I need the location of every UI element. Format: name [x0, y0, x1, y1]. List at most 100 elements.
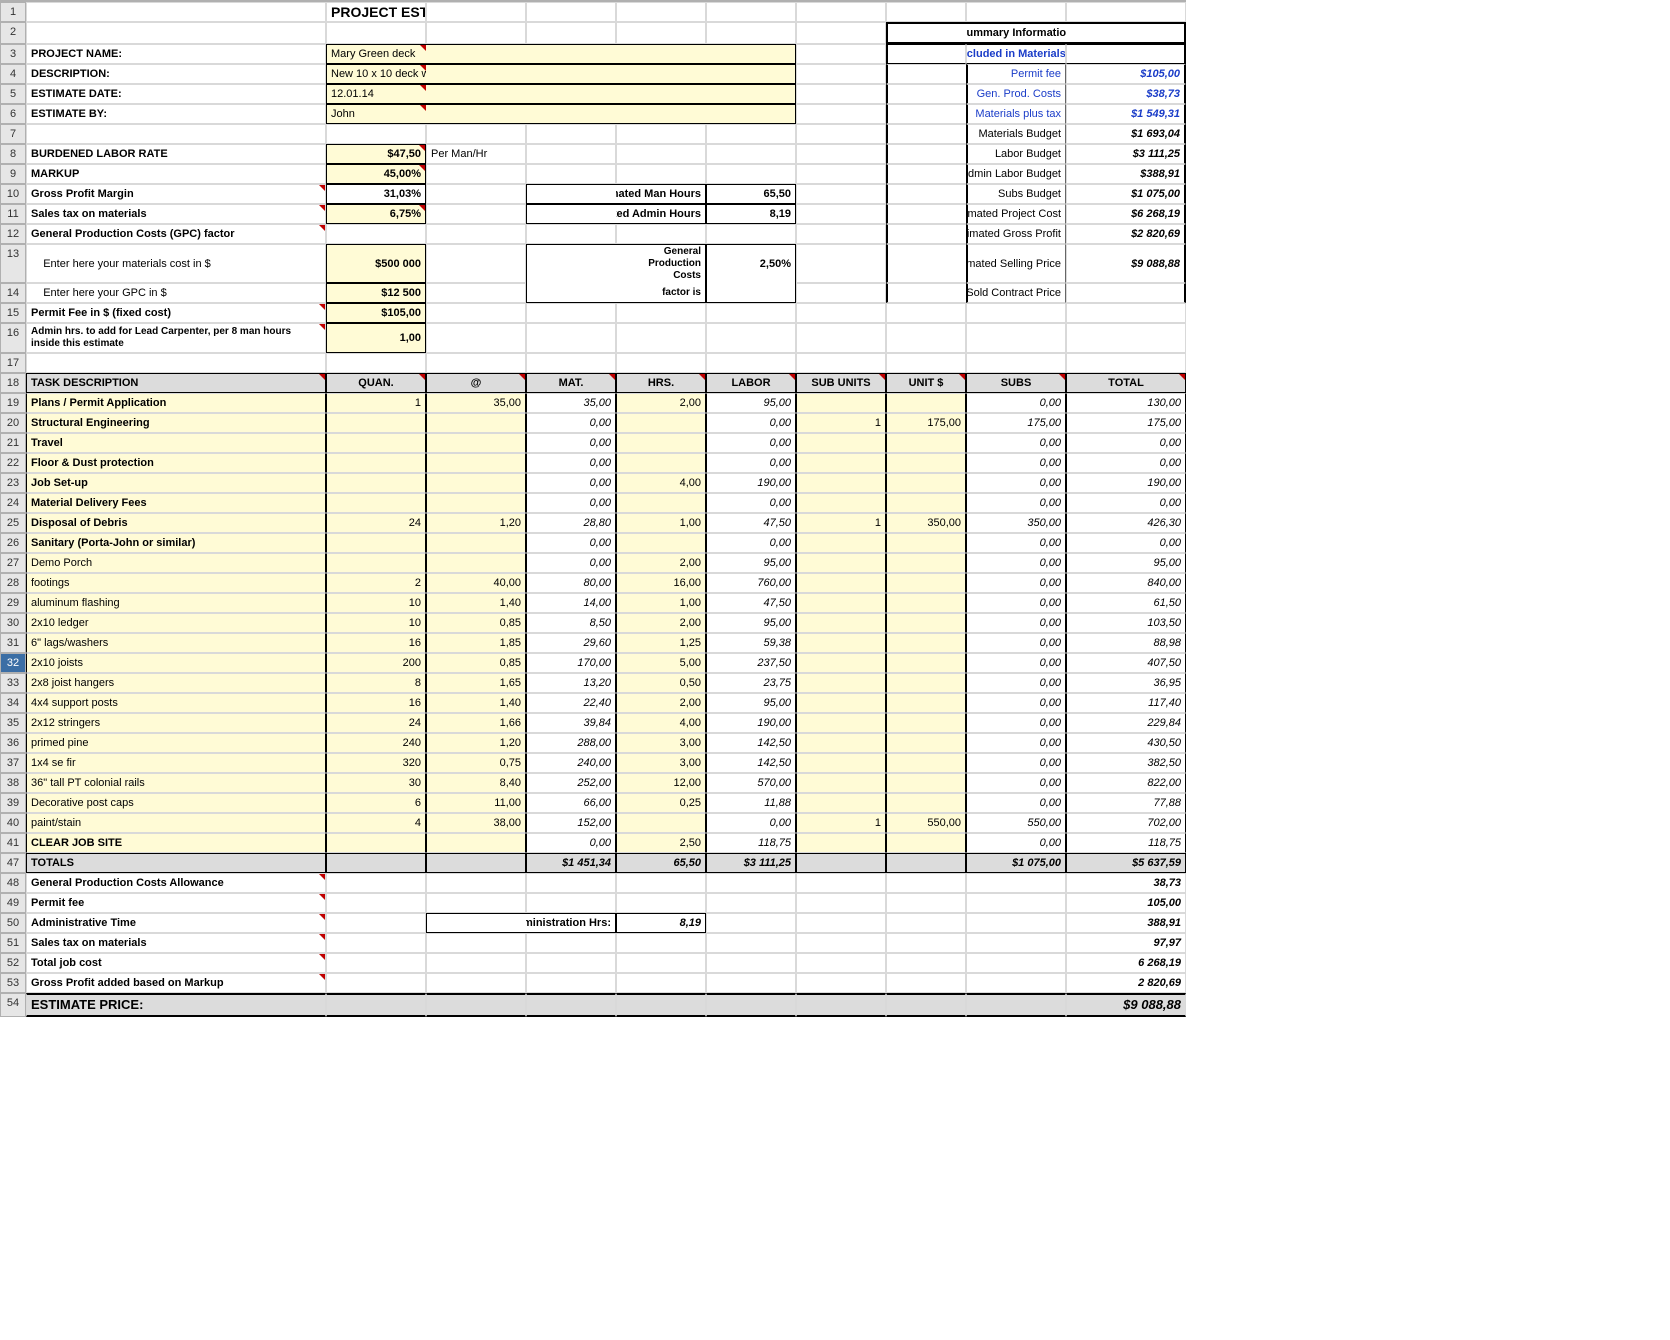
cell[interactable] — [426, 64, 526, 84]
cell[interactable] — [526, 283, 616, 303]
row-3[interactable]: 3 — [0, 44, 26, 64]
cell[interactable] — [616, 124, 706, 144]
task-at[interactable] — [426, 493, 526, 513]
cell[interactable] — [526, 64, 616, 84]
task-at[interactable]: 1,85 — [426, 633, 526, 653]
cell[interactable] — [706, 2, 796, 22]
task-at[interactable] — [426, 553, 526, 573]
task-unitcost[interactable] — [886, 393, 966, 413]
row-29[interactable]: 29 — [0, 593, 26, 613]
task-at[interactable]: 1,40 — [426, 693, 526, 713]
cell[interactable] — [426, 283, 526, 303]
task-unitcost[interactable] — [886, 533, 966, 553]
row-26[interactable]: 26 — [0, 533, 26, 553]
task-hrs[interactable]: 2,00 — [616, 693, 706, 713]
spreadsheet[interactable]: 1PROJECT ESTIMATE SHEET2Summary Informat… — [0, 0, 1186, 1017]
task-desc[interactable]: Job Set-up — [26, 473, 326, 493]
cell[interactable] — [706, 913, 796, 933]
cell[interactable] — [706, 893, 796, 913]
task-unitcost[interactable]: 550,00 — [886, 813, 966, 833]
cell[interactable] — [796, 184, 886, 204]
cell[interactable] — [616, 993, 706, 1017]
task-hrs[interactable]: 2,00 — [616, 613, 706, 633]
cell[interactable] — [1066, 44, 1186, 64]
cell[interactable] — [706, 224, 796, 244]
task-subunits[interactable] — [796, 773, 886, 793]
task-hrs[interactable]: 3,00 — [616, 753, 706, 773]
cell[interactable] — [796, 283, 886, 303]
row-11[interactable]: 11 — [0, 204, 26, 224]
cell[interactable] — [796, 353, 886, 373]
cell[interactable] — [706, 993, 796, 1017]
row-8[interactable]: 8 — [0, 144, 26, 164]
cell[interactable] — [26, 124, 326, 144]
cell[interactable] — [326, 893, 426, 913]
cell[interactable] — [796, 104, 886, 124]
row-47[interactable]: 47 — [0, 853, 26, 873]
cell[interactable] — [526, 104, 616, 124]
row-39[interactable]: 39 — [0, 793, 26, 813]
cell[interactable] — [326, 913, 426, 933]
cell[interactable] — [706, 64, 796, 84]
task-at[interactable]: 0,75 — [426, 753, 526, 773]
cell[interactable] — [796, 973, 886, 993]
cell[interactable] — [426, 323, 526, 353]
task-unitcost[interactable] — [886, 713, 966, 733]
task-unitcost[interactable]: 175,00 — [886, 413, 966, 433]
cell[interactable] — [526, 244, 616, 283]
task-at[interactable]: 1,65 — [426, 673, 526, 693]
row-21[interactable]: 21 — [0, 433, 26, 453]
task-desc[interactable]: CLEAR JOB SITE — [26, 833, 326, 853]
cell[interactable] — [706, 953, 796, 973]
cell[interactable] — [706, 144, 796, 164]
task-at[interactable] — [426, 533, 526, 553]
task-unitcost[interactable] — [886, 653, 966, 673]
cell[interactable] — [26, 2, 326, 22]
task-hrs[interactable]: 1,25 — [616, 633, 706, 653]
task-quan[interactable] — [326, 533, 426, 553]
task-at[interactable] — [426, 453, 526, 473]
task-subunits[interactable] — [796, 453, 886, 473]
cell[interactable] — [706, 933, 796, 953]
row-34[interactable]: 34 — [0, 693, 26, 713]
task-desc[interactable]: Sanitary (Porta-John or similar) — [26, 533, 326, 553]
cell[interactable] — [326, 993, 426, 1017]
cell[interactable] — [886, 353, 966, 373]
task-desc[interactable]: 2x12 stringers — [26, 713, 326, 733]
cell[interactable] — [426, 853, 526, 873]
task-at[interactable] — [426, 473, 526, 493]
cell[interactable] — [796, 323, 886, 353]
cell[interactable] — [796, 22, 886, 44]
task-unitcost[interactable] — [886, 693, 966, 713]
task-at[interactable] — [426, 433, 526, 453]
row-7[interactable]: 7 — [0, 124, 26, 144]
task-desc[interactable]: footings — [26, 573, 326, 593]
task-unitcost[interactable] — [886, 673, 966, 693]
cell[interactable] — [616, 164, 706, 184]
task-at[interactable]: 0,85 — [426, 653, 526, 673]
input-estimate_by[interactable]: John — [326, 104, 426, 124]
task-subunits[interactable] — [796, 653, 886, 673]
cell[interactable] — [526, 144, 616, 164]
cell[interactable] — [966, 913, 1066, 933]
task-hrs[interactable]: 2,00 — [616, 553, 706, 573]
cell[interactable] — [326, 873, 426, 893]
task-desc[interactable]: primed pine — [26, 733, 326, 753]
task-unitcost[interactable] — [886, 613, 966, 633]
task-hrs[interactable]: 0,25 — [616, 793, 706, 813]
cell[interactable] — [426, 224, 526, 244]
task-unitcost[interactable] — [886, 633, 966, 653]
cell[interactable] — [526, 323, 616, 353]
task-quan[interactable]: 24 — [326, 513, 426, 533]
task-desc[interactable]: Travel — [26, 433, 326, 453]
cell[interactable] — [526, 353, 616, 373]
row-20[interactable]: 20 — [0, 413, 26, 433]
row-5[interactable]: 5 — [0, 84, 26, 104]
task-quan[interactable]: 30 — [326, 773, 426, 793]
row-27[interactable]: 27 — [0, 553, 26, 573]
task-at[interactable]: 1,20 — [426, 733, 526, 753]
cell[interactable] — [796, 2, 886, 22]
cell[interactable] — [526, 893, 616, 913]
task-quan[interactable]: 10 — [326, 613, 426, 633]
cell[interactable] — [796, 993, 886, 1017]
